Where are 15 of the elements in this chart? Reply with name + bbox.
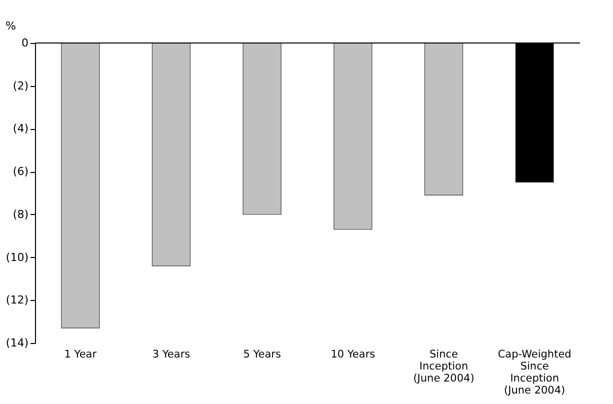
- x-tick-label: Since Inception (June 2004): [413, 348, 474, 384]
- y-axis-title: %: [6, 20, 16, 32]
- y-tick-label: 0: [22, 36, 28, 50]
- x-tick-label: 1 Year: [64, 348, 98, 360]
- x-tick-label: Cap-Weighted Since Inception (June 2004): [498, 348, 572, 396]
- y-tick-label: (2): [12, 79, 28, 92]
- x-tick-label: 10 Years: [330, 348, 376, 360]
- y-tick-label: (12): [6, 294, 28, 307]
- y-tick-label: (4): [12, 122, 28, 136]
- y-tick-label: (14): [6, 336, 28, 350]
- y-tick-label: (8): [12, 208, 28, 221]
- x-tick-label: 3 Years: [152, 348, 190, 360]
- y-tick-label: (6): [12, 165, 28, 178]
- y-tick-label: (10): [6, 250, 28, 264]
- x-tick-label: 5 Years: [243, 348, 281, 360]
